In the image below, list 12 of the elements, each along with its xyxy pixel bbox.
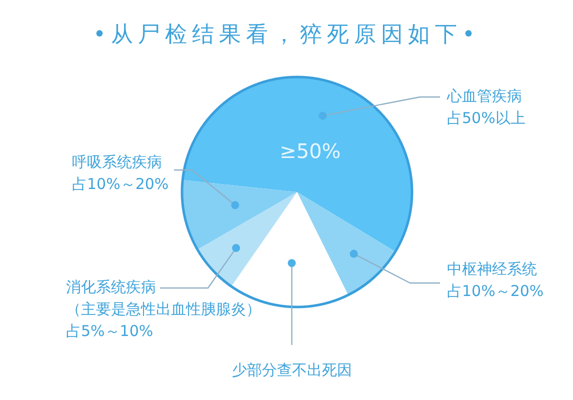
- text: 占50%以上: [447, 108, 526, 127]
- text: （主要是急性出血性胰腺炎）: [66, 300, 261, 318]
- text: 占10%～20%: [72, 174, 169, 193]
- slice-label: 消化系统疾病: [66, 278, 156, 296]
- slice-label: 少部分查不出死因: [232, 360, 352, 379]
- slice-label: 心血管疾病: [446, 86, 522, 105]
- text: 占10%～20%: [447, 282, 544, 300]
- chart-title: •从尸检结果看，猝死原因如下•: [93, 22, 480, 48]
- data-label: ≥50%: [280, 138, 341, 163]
- text: 占5%～10%: [66, 322, 154, 340]
- slice-label: 中枢神经系统: [447, 260, 537, 278]
- slice-label: 呼吸系统疾病: [72, 152, 162, 171]
